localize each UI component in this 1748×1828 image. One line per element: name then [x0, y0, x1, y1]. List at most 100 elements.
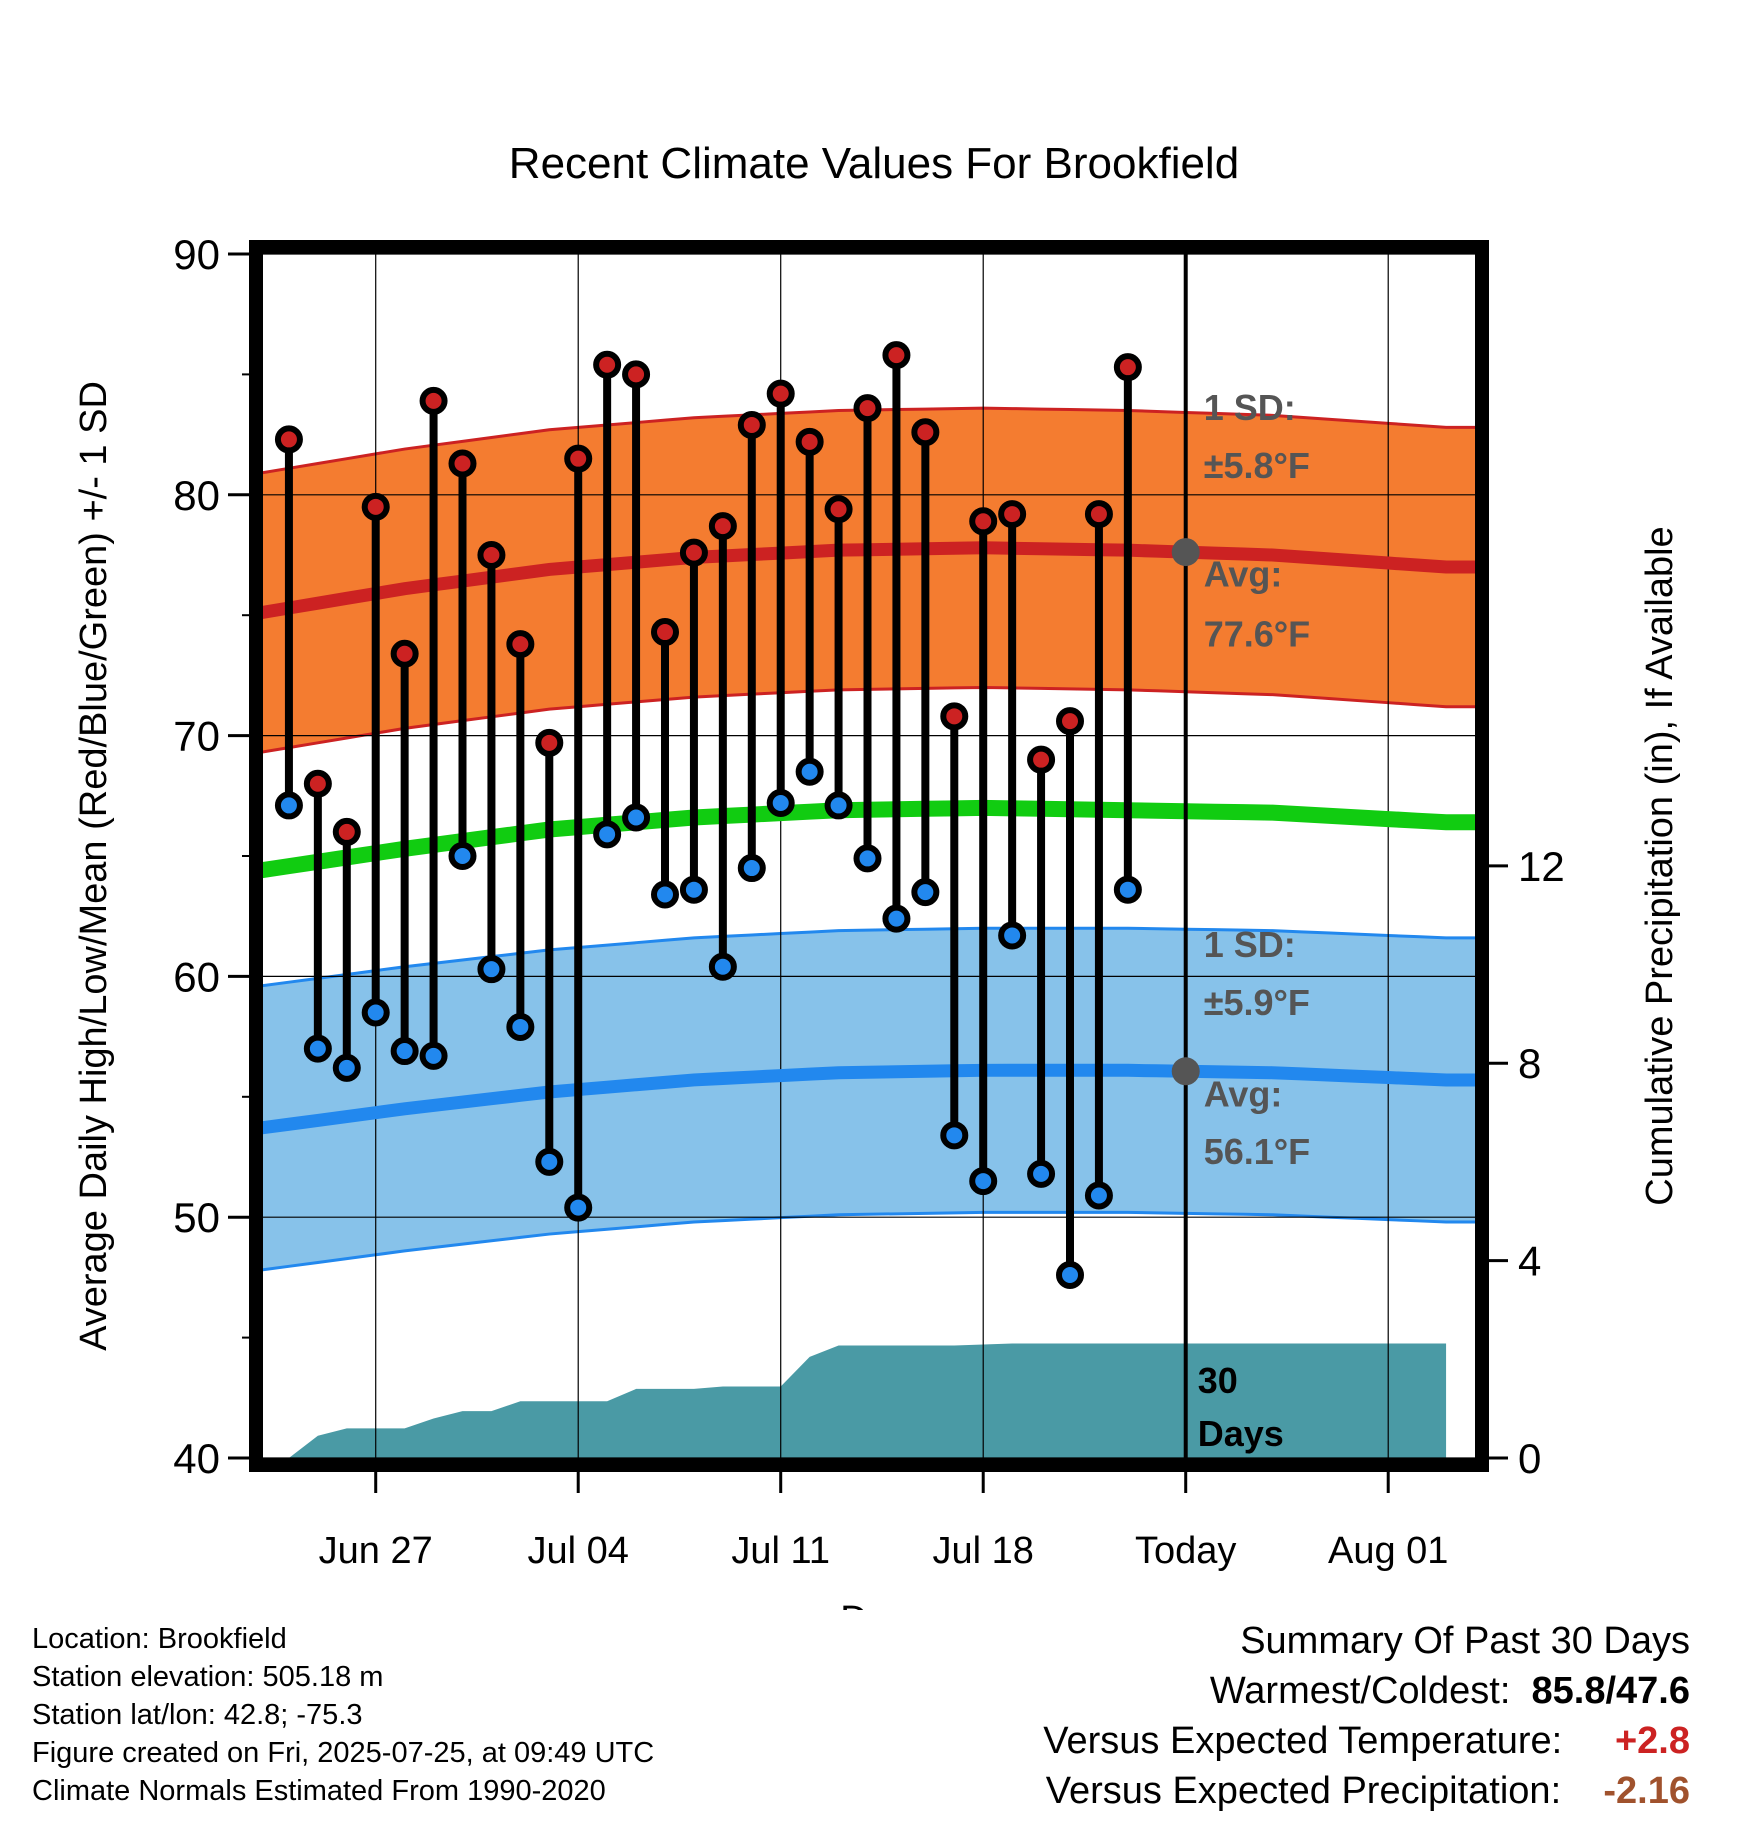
low-point: [795, 757, 824, 786]
normals-text: Climate Normals Estimated From 1990-2020: [32, 1775, 606, 1807]
precip-area: [260, 1343, 1447, 1458]
low-point: [448, 842, 477, 870]
low-point: [940, 1121, 969, 1150]
low-point: [708, 952, 737, 981]
temp-anomaly-value: +2.8: [1614, 1720, 1690, 1762]
low-sd-band: [260, 928, 1475, 1271]
high-point: [1056, 707, 1084, 736]
high-point: [651, 618, 679, 647]
x-tick-label: Jul 04: [528, 1530, 629, 1572]
warmest-value: 85.8/47.6: [1531, 1670, 1690, 1712]
low-point: [679, 875, 708, 904]
high-point: [824, 495, 853, 524]
high-point: [593, 350, 622, 379]
today-high-normal-marker: [1171, 538, 1200, 567]
high-point: [303, 769, 332, 798]
y-tick-label: 70: [173, 713, 220, 760]
high-avg-title: Avg:: [1204, 553, 1283, 594]
high-point: [622, 360, 651, 389]
high-point: [1113, 353, 1142, 382]
low-point: [593, 820, 622, 849]
low-avg-value: 56.1°F: [1204, 1131, 1310, 1172]
precip-anomaly-label: Versus Expected Precipitation:: [1045, 1770, 1562, 1812]
precip-anomaly-value: -2.16: [1603, 1770, 1690, 1812]
low-point: [651, 880, 679, 909]
high-point: [795, 427, 824, 456]
y2-tick-label: 12: [1518, 843, 1565, 890]
location-text: Location: Brookfield: [32, 1623, 287, 1655]
precip-label-line2: Days: [1198, 1413, 1284, 1454]
low-point: [564, 1193, 593, 1222]
low-point: [969, 1167, 998, 1196]
low-point: [1027, 1159, 1056, 1188]
low-point: [998, 921, 1027, 950]
warmest-label: Warmest/Coldest:: [1209, 1670, 1511, 1712]
y-tick-label: 60: [173, 953, 220, 1000]
summary-temp-row: Versus Expected Temperature: +2.8: [1043, 1716, 1690, 1766]
summary-panel: Summary Of Past 30 Days Warmest/Coldest:…: [1043, 1616, 1690, 1816]
station-info: Location: Brookfield Station elevation: …: [32, 1620, 654, 1810]
high-point: [361, 492, 390, 521]
low-point: [332, 1053, 361, 1082]
high-point: [853, 394, 882, 423]
created-text: Figure created on Fri, 2025-07-25, at 09…: [32, 1737, 655, 1769]
temp-anomaly-label: Versus Expected Temperature:: [1043, 1720, 1563, 1762]
low-point: [882, 904, 911, 933]
x-tick-label: Jul 11: [731, 1530, 830, 1572]
low-point: [477, 955, 506, 984]
low-point: [737, 854, 766, 883]
chart-title: Recent Climate Values For Brookfield: [509, 139, 1239, 188]
low-point: [1084, 1181, 1113, 1210]
y2-tick-label: 0: [1518, 1435, 1541, 1482]
y2-tick-label: 4: [1518, 1238, 1541, 1285]
high-point: [911, 418, 940, 447]
low-point: [622, 803, 651, 832]
low-sd-value: ±5.9°F: [1204, 982, 1310, 1023]
low-band-upper-edge: [260, 926, 1475, 988]
high-point: [998, 500, 1027, 529]
high-point: [535, 728, 564, 757]
high-sd-value: ±5.8°F: [1204, 445, 1310, 486]
climate-chart: Recent Climate Values For Brookfield 1 S…: [73, 139, 1681, 1610]
low-avg-title: Avg:: [1204, 1073, 1283, 1114]
y-tick-label: 40: [173, 1435, 220, 1482]
high-point: [737, 410, 766, 439]
high-sd-title: 1 SD:: [1204, 387, 1296, 428]
x-tick-label: Aug 01: [1328, 1530, 1448, 1572]
high-point: [708, 512, 737, 541]
low-point: [824, 791, 853, 820]
high-avg-value: 77.6°F: [1204, 614, 1310, 655]
y2-tick-label: 8: [1518, 1040, 1541, 1087]
high-point: [477, 541, 506, 569]
low-point: [274, 791, 303, 820]
x-tick-label: Today: [1135, 1530, 1236, 1572]
low-point: [506, 1012, 535, 1041]
low-point: [361, 998, 390, 1027]
low-point: [911, 878, 940, 907]
low-point: [303, 1034, 332, 1063]
plot-content: [260, 254, 1475, 1458]
y-tick-label: 80: [173, 472, 220, 519]
x-axis-label: Day: [840, 1599, 908, 1610]
low-point: [390, 1037, 419, 1066]
y-axis-label: Average Daily High/Low/Mean (Red/Blue/Gr…: [73, 381, 115, 1351]
high-point: [506, 630, 535, 659]
y2-axis-label: Cumulative Precipitation (in), If Availa…: [1639, 526, 1681, 1205]
x-tick-label: Jul 18: [933, 1530, 1034, 1572]
latlon-text: Station lat/lon: 42.8; -75.3: [32, 1699, 363, 1731]
summary-warmest-row: Warmest/Coldest: 85.8/47.6: [1043, 1666, 1690, 1716]
high-point: [969, 507, 998, 536]
high-point: [1084, 500, 1113, 529]
high-point: [390, 639, 419, 668]
y-tick-label: 50: [173, 1194, 220, 1241]
low-point: [853, 844, 882, 873]
high-point: [448, 449, 477, 478]
low-sd-title: 1 SD:: [1204, 924, 1296, 965]
high-point: [766, 379, 795, 408]
high-point: [274, 425, 303, 454]
high-point: [419, 386, 448, 415]
y-tick-label: 90: [173, 231, 220, 278]
high-point: [332, 817, 361, 846]
summary-title: Summary Of Past 30 Days: [1240, 1620, 1690, 1662]
high-point: [679, 538, 708, 567]
